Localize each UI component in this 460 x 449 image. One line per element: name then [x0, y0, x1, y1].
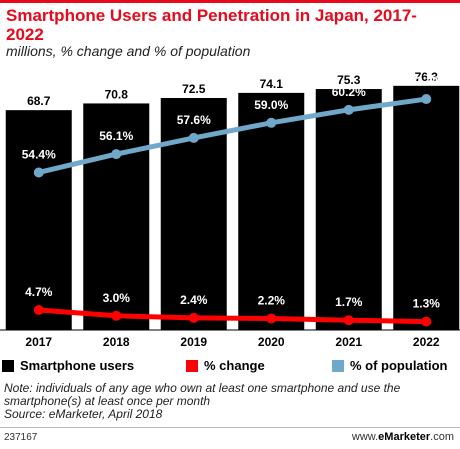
brand-suffix: .com	[430, 431, 454, 443]
bar-2018	[83, 103, 150, 330]
chart-title: Smartphone Users and Penetration in Japa…	[6, 6, 417, 44]
change-point-2022	[421, 316, 432, 327]
population-point-2019	[188, 132, 199, 143]
change-label-2021: 1.7%	[335, 295, 363, 309]
footnote: Note: individuals of any age who own at …	[4, 382, 458, 421]
x-tick-label-2022: 2022	[413, 335, 440, 349]
brand-logo: www.eMarketer.com	[352, 431, 454, 443]
population-label-2017: 54.4%	[22, 147, 56, 161]
change-point-2017	[33, 305, 44, 316]
combo-chart: 68.7 2017 70.8 2018 72.5 2019 74.1 2020 75.3 2021…	[0, 70, 460, 349]
population-label-2021: 60.2%	[332, 85, 366, 99]
population-label-2018: 56.1%	[99, 129, 133, 143]
x-tick-label-2019: 2019	[180, 335, 207, 349]
legend-label-population: % of population	[350, 358, 448, 373]
population-line	[38, 96, 427, 175]
legend-swatch-users	[2, 359, 14, 372]
source-text: Source: eMarketer, April 2018	[4, 407, 163, 421]
x-tick-label-2020: 2020	[258, 335, 285, 349]
change-label-2020: 2.2%	[258, 294, 286, 308]
x-tick-label-2017: 2017	[25, 335, 52, 349]
population-point-2022	[421, 94, 432, 105]
legend-label-change: % change	[204, 358, 265, 373]
change-point-2018	[111, 310, 122, 321]
population-point-2020	[266, 117, 277, 128]
population-label-2020: 59.0%	[254, 98, 288, 112]
change-point-2019	[188, 312, 199, 323]
bar-2020	[238, 92, 305, 330]
bar-2017	[5, 110, 72, 330]
x-tick-label-2018: 2018	[103, 335, 130, 349]
bottom-rule	[0, 427, 460, 428]
legend-item-change: % change	[186, 358, 265, 373]
change-label-2019: 2.4%	[180, 293, 208, 307]
chart-subtitle: millions, % change and % of population	[6, 43, 251, 59]
change-label-2017: 4.7%	[25, 285, 53, 299]
brand-prefix: www.	[351, 431, 379, 443]
bar-value-label-2020: 74.1	[260, 77, 284, 91]
bar-value-label-2019: 72.5	[182, 82, 206, 96]
legend-item-users: Smartphone users	[2, 358, 134, 373]
population-point-2021	[343, 104, 354, 115]
bar-value-label-2021: 75.3	[337, 73, 361, 87]
population-point-2017	[33, 167, 44, 178]
note-text: Note: individuals of any age who own at …	[4, 381, 401, 408]
brand-name: eMarketer	[378, 431, 431, 443]
x-tick-label-2021: 2021	[335, 335, 362, 349]
bar-value-label-2022: 76.3	[415, 70, 439, 84]
population-point-2018	[111, 149, 122, 160]
bar-2022	[393, 85, 460, 330]
population-label-2022: 61.2%	[409, 74, 443, 88]
bar-value-label-2017: 68.7	[27, 94, 51, 108]
legend-item-population: % of population	[332, 358, 447, 373]
change-point-2020	[266, 313, 277, 324]
change-label-2018: 3.0%	[103, 291, 131, 305]
legend-label-users: Smartphone users	[20, 358, 135, 373]
change-point-2021	[343, 315, 354, 326]
bar-2021	[315, 89, 382, 330]
legend-swatch-population	[332, 359, 344, 372]
change-label-2022: 1.3%	[413, 297, 441, 311]
legend: Smartphone users % change % of populatio…	[2, 358, 458, 376]
change-line	[38, 307, 427, 325]
bar-value-label-2018: 70.8	[105, 87, 129, 101]
chart-id: 237167	[4, 432, 38, 443]
legend-swatch-change	[186, 359, 198, 372]
top-rule	[0, 0, 460, 3]
population-label-2019: 57.6%	[177, 113, 211, 127]
